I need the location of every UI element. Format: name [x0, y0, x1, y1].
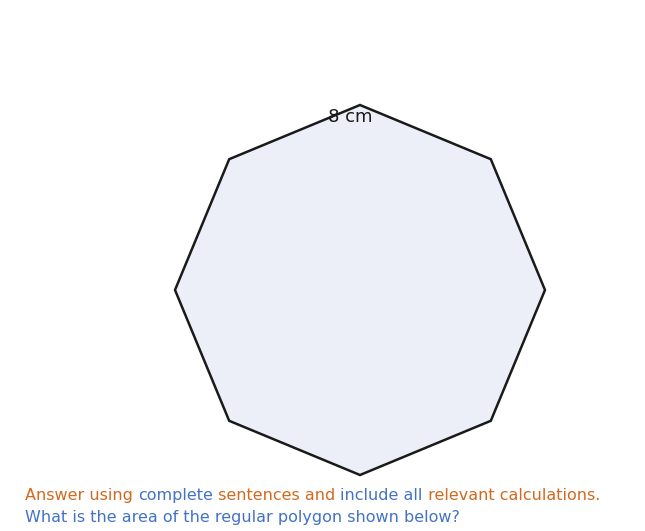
Text: include all: include all — [341, 488, 422, 503]
Text: What is the area of the regular polygon shown below?: What is the area of the regular polygon … — [25, 510, 460, 525]
Text: Answer using: Answer using — [25, 488, 138, 503]
Text: 8 cm: 8 cm — [328, 108, 372, 126]
Text: relevant calculations.: relevant calculations. — [422, 488, 600, 503]
Polygon shape — [175, 105, 545, 475]
Text: sentences and: sentences and — [213, 488, 341, 503]
Text: complete: complete — [138, 488, 213, 503]
